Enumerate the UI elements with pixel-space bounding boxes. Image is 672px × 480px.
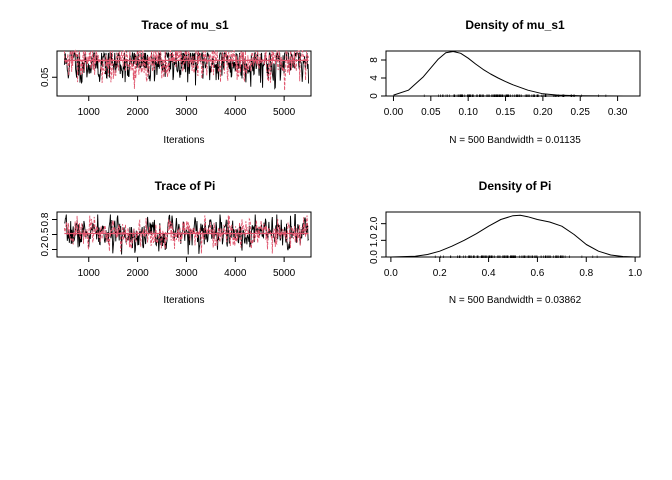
plot-frame xyxy=(385,211,641,258)
panel-density-pi: Density of Pi 0.0 0.2 0.4 0.6 0.8 1.0 0.0 1.0 2… xyxy=(369,179,643,306)
y-tick-label: 0.5 xyxy=(40,227,51,241)
chart-title: Trace of Pi xyxy=(155,179,216,193)
x-tick-label: 0.30 xyxy=(608,107,628,118)
x-axis-label: Iterations xyxy=(163,295,204,306)
y-tick-label: 0.8 xyxy=(40,212,51,226)
x-tick-label: 2000 xyxy=(126,107,149,118)
y-axis: 0 4 8 xyxy=(369,57,387,99)
panel-trace-pi: Trace of Pi 1000 2000 3000 4000 5000 0.20.50… xyxy=(40,179,312,306)
x-tick-label: 1.0 xyxy=(628,268,642,279)
x-tick-label: 0.0 xyxy=(384,268,398,279)
density-curve xyxy=(393,51,626,97)
x-tick-label: 0.25 xyxy=(571,107,591,118)
x-tick-label: 5000 xyxy=(273,107,296,118)
trace-series-group xyxy=(63,49,310,91)
y-tick-label: 0.0 xyxy=(369,250,380,264)
x-axis: 0.0 0.2 0.4 0.6 0.8 1.0 xyxy=(384,256,643,279)
chart-title: Density of Pi xyxy=(479,179,552,193)
y-tick-label: 0.05 xyxy=(40,67,51,87)
x-tick-label: 0.10 xyxy=(458,107,478,118)
y-tick-label: 0 xyxy=(369,93,380,99)
density-curve-group xyxy=(393,51,626,97)
x-tick-label: 4000 xyxy=(224,268,247,279)
x-tick-label: 0.2 xyxy=(433,268,447,279)
x-tick-label: 4000 xyxy=(224,107,247,118)
panel-trace-mu-s1: Trace of mu_s1 1000 2000 3000 4000 5000 0.05… xyxy=(40,18,312,146)
chart-title: Trace of mu_s1 xyxy=(141,18,229,32)
x-tick-label: 2000 xyxy=(126,268,149,279)
x-tick-label: 0.8 xyxy=(579,268,593,279)
x-tick-label: 0.15 xyxy=(496,107,516,118)
x-tick-label: 0.20 xyxy=(533,107,553,118)
chart-title: Density of mu_s1 xyxy=(465,18,565,32)
density-curve-group xyxy=(390,214,636,258)
x-tick-label: 5000 xyxy=(273,268,296,279)
y-axis: 0.20.50.8 xyxy=(40,212,58,256)
x-tick-label: 3000 xyxy=(175,268,198,279)
x-axis-label: Iterations xyxy=(163,135,204,146)
plot-frame xyxy=(385,50,641,97)
x-axis: 0.00 0.05 0.10 0.15 0.20 0.25 0.30 xyxy=(384,95,628,118)
density-curve xyxy=(390,214,636,258)
x-tick-label: 1000 xyxy=(78,268,101,279)
x-tick-label: 0.05 xyxy=(421,107,441,118)
trace-series-group xyxy=(63,214,309,255)
trace-line-2 xyxy=(63,49,310,91)
y-tick-label: 1.0 xyxy=(369,233,380,247)
y-axis: 0.05 xyxy=(40,67,57,87)
x-tick-label: 3000 xyxy=(175,107,198,118)
y-axis: 0.0 1.0 2.0 xyxy=(369,216,387,264)
x-axis-label: N = 500 Bandwidth = 0.03862 xyxy=(449,295,582,306)
x-axis: 1000 2000 3000 4000 5000 xyxy=(78,256,296,279)
trace-line-1 xyxy=(63,51,310,90)
x-axis-label: N = 500 Bandwidth = 0.01135 xyxy=(449,135,581,146)
y-tick-label: 4 xyxy=(369,75,380,81)
x-tick-label: 0.4 xyxy=(482,268,496,279)
x-tick-label: 0.6 xyxy=(530,268,544,279)
y-tick-label: 8 xyxy=(369,57,380,63)
x-tick-label: 1000 xyxy=(78,107,101,118)
y-tick-label: 2.0 xyxy=(369,216,380,230)
x-tick-label: 0.00 xyxy=(384,107,404,118)
y-tick-label: 0.2 xyxy=(40,242,51,256)
x-axis: 1000 2000 3000 4000 5000 xyxy=(78,95,296,118)
panel-density-mu-s1: Density of mu_s1 0.00 0.05 0.10 0.15 0.20 0.2… xyxy=(369,18,641,146)
